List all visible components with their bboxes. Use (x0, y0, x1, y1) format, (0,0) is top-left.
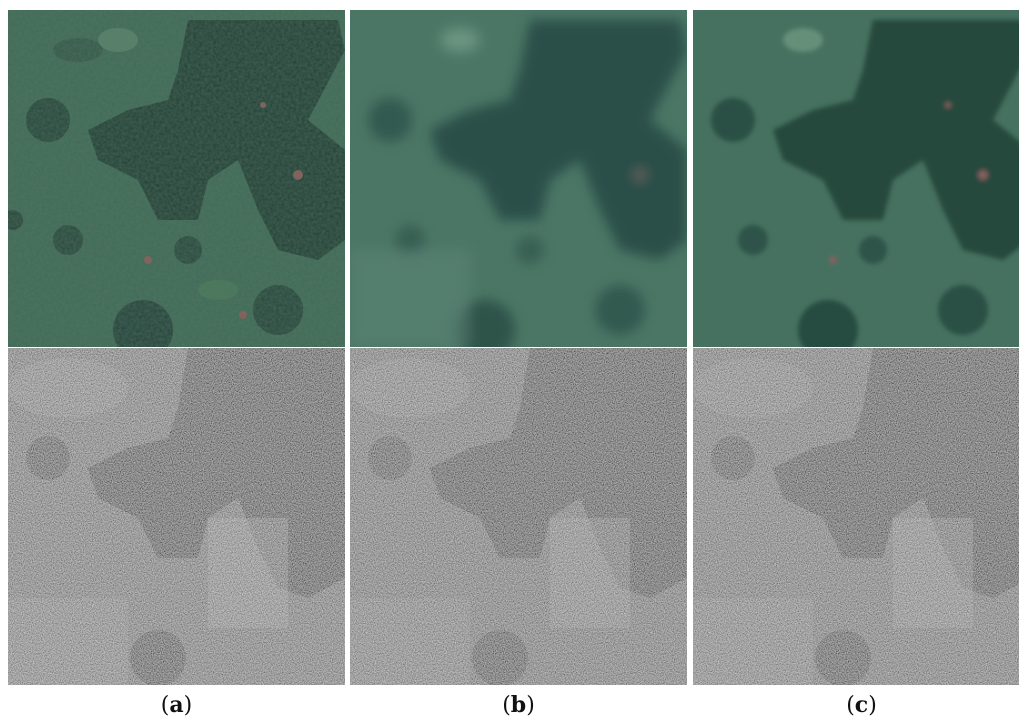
caption-a-open: ( (160, 693, 170, 718)
caption-a: (a) (8, 692, 345, 719)
panel-a-optical-image (8, 10, 345, 347)
caption-c: (c) (693, 692, 1019, 719)
caption-c-letter: c (854, 692, 869, 718)
caption-b-letter: b (510, 692, 527, 718)
panel-c-optical-image (693, 10, 1019, 347)
caption-b-open: ( (502, 693, 511, 718)
caption-a-close: ) (183, 693, 193, 718)
panel-b-optical-image (350, 10, 687, 347)
caption-b-close: ) (526, 693, 535, 718)
panel-a-sar-image (8, 348, 345, 685)
panel-c-sar-image (693, 348, 1019, 685)
panel-b-sar-image (350, 348, 687, 685)
caption-b: (b) (350, 692, 687, 719)
caption-c-close: ) (868, 693, 877, 718)
caption-a-letter: a (169, 692, 184, 718)
caption-c-open: ( (846, 693, 855, 718)
